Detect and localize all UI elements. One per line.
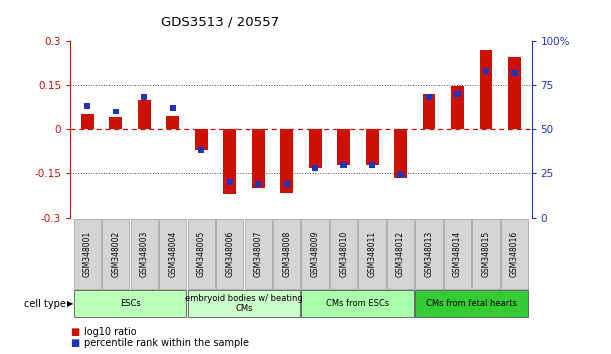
Text: GSM348014: GSM348014 [453,231,462,277]
Bar [74,290,186,317]
Bar [301,290,414,317]
Bar [387,219,414,289]
Text: GSM348006: GSM348006 [225,231,234,277]
Text: GSM348005: GSM348005 [197,231,206,277]
Bar [501,219,528,289]
Bar [227,179,233,185]
Bar [112,109,119,114]
Bar [109,118,122,129]
Text: GSM348007: GSM348007 [254,231,263,277]
Bar [273,219,301,289]
Bar [301,219,329,289]
Bar [131,219,158,289]
Bar [170,105,176,111]
Text: CMs from ESCs: CMs from ESCs [326,299,389,308]
Text: GSM348012: GSM348012 [396,231,405,277]
Bar [284,181,290,187]
Bar [330,219,357,289]
Text: GSM348003: GSM348003 [140,231,149,277]
Bar [455,91,461,97]
Text: GSM348001: GSM348001 [83,231,92,277]
Bar [74,219,101,289]
Bar [309,129,321,167]
Bar [102,219,130,289]
Text: GSM348009: GSM348009 [310,231,320,277]
Bar [81,114,93,129]
Bar [366,129,378,165]
Bar [444,219,471,289]
Text: ESCs: ESCs [120,299,141,308]
Bar [472,219,500,289]
Bar [84,103,90,109]
Bar [340,162,347,167]
Text: GSM348010: GSM348010 [339,231,348,277]
Bar [255,181,262,187]
Bar [369,162,375,167]
Text: GSM348002: GSM348002 [111,231,120,277]
Bar [244,219,272,289]
Text: log10 ratio: log10 ratio [84,327,136,337]
Bar [216,219,243,289]
Bar [508,57,521,129]
Text: GSM348004: GSM348004 [168,231,177,277]
Text: percentile rank within the sample: percentile rank within the sample [84,338,249,348]
Text: GSM348015: GSM348015 [481,231,491,277]
Text: ■: ■ [70,338,79,348]
Text: GSM348013: GSM348013 [425,231,434,277]
Bar [166,116,179,129]
Text: CMs from fetal hearts: CMs from fetal hearts [426,299,517,308]
Bar [451,86,464,129]
Bar [423,94,436,129]
Bar [480,50,492,129]
Text: GDS3513 / 20557: GDS3513 / 20557 [161,16,279,29]
Bar [280,129,293,193]
Bar [359,219,386,289]
Bar [252,129,265,188]
Bar [198,148,205,153]
Bar [394,129,407,178]
Bar [224,129,236,194]
Text: cell type: cell type [24,299,66,309]
Text: embryoid bodies w/ beating
CMs: embryoid bodies w/ beating CMs [185,294,303,313]
Bar [337,129,350,165]
Bar [188,219,215,289]
Text: ■: ■ [70,327,79,337]
Bar [188,290,301,317]
Bar [511,70,518,75]
Bar [426,95,432,100]
Bar [415,290,528,317]
Bar [138,100,151,129]
Bar [415,219,443,289]
Text: ▶: ▶ [67,299,73,308]
Text: GSM348008: GSM348008 [282,231,291,277]
Text: GSM348016: GSM348016 [510,231,519,277]
Bar [159,219,186,289]
Text: GSM348011: GSM348011 [368,231,376,277]
Bar [483,68,489,74]
Bar [312,165,318,171]
Bar [397,172,404,178]
Bar [141,95,147,100]
Bar [195,129,208,150]
